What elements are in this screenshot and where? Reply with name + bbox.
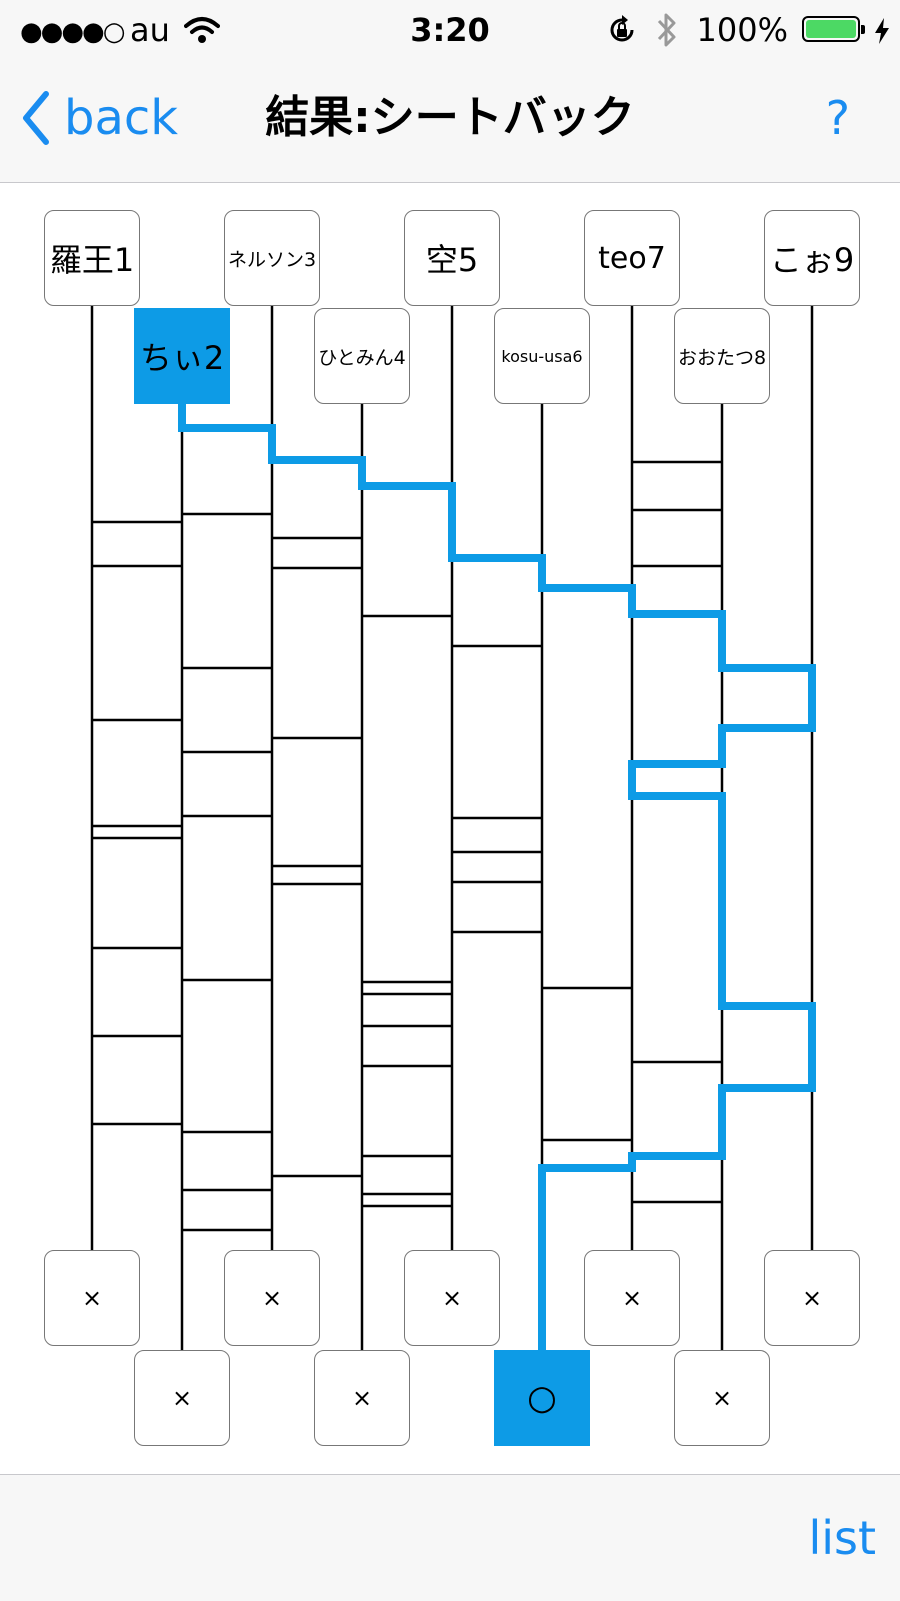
result-path bbox=[178, 398, 816, 1350]
signal-strength-icon: ●●●●○ bbox=[20, 17, 125, 47]
result-box-4[interactable]: × bbox=[314, 1350, 410, 1446]
back-button[interactable]: back bbox=[20, 88, 178, 148]
help-button[interactable]: ? bbox=[825, 91, 850, 145]
player-box-3[interactable]: ネルソン3 bbox=[224, 210, 320, 306]
status-bar: ●●●●○ au 3:20 100% bbox=[0, 0, 900, 58]
player-box-9[interactable]: こぉ9 bbox=[764, 210, 860, 306]
navigation-bar: back 結果:シートバック ? bbox=[0, 58, 900, 183]
charging-bolt-icon bbox=[875, 18, 889, 44]
result-box-6[interactable]: ○ bbox=[494, 1350, 590, 1446]
result-box-9[interactable]: × bbox=[764, 1250, 860, 1346]
bluetooth-icon bbox=[657, 13, 676, 47]
bottom-toolbar: list bbox=[0, 1474, 900, 1601]
result-box-3[interactable]: × bbox=[224, 1250, 320, 1346]
result-box-2[interactable]: × bbox=[134, 1350, 230, 1446]
player-box-4[interactable]: ひとみん4 bbox=[314, 308, 410, 404]
rotation-lock-icon bbox=[610, 15, 634, 42]
result-box-5[interactable]: × bbox=[404, 1250, 500, 1346]
player-box-1[interactable]: 羅王1 bbox=[44, 210, 140, 306]
carrier-name: au bbox=[130, 11, 170, 49]
player-box-8[interactable]: おおたつ8 bbox=[674, 308, 770, 404]
chevron-left-icon bbox=[23, 91, 49, 145]
page-title: 結果:シートバック bbox=[265, 92, 635, 143]
back-label: back bbox=[64, 90, 179, 146]
result-box-7[interactable]: × bbox=[584, 1250, 680, 1346]
result-box-1[interactable]: × bbox=[44, 1250, 140, 1346]
battery-percent: 100% bbox=[696, 11, 788, 49]
result-box-8[interactable]: × bbox=[674, 1350, 770, 1446]
battery-icon bbox=[802, 16, 865, 42]
player-box-2[interactable]: ちぃ2 bbox=[134, 308, 230, 404]
player-box-5[interactable]: 空5 bbox=[404, 210, 500, 306]
status-time: 3:20 bbox=[410, 11, 490, 49]
player-box-7[interactable]: teo7 bbox=[584, 210, 680, 306]
player-box-6[interactable]: kosu-usa6 bbox=[494, 308, 590, 404]
wifi-icon bbox=[184, 17, 220, 43]
list-button[interactable]: list bbox=[808, 1511, 876, 1565]
